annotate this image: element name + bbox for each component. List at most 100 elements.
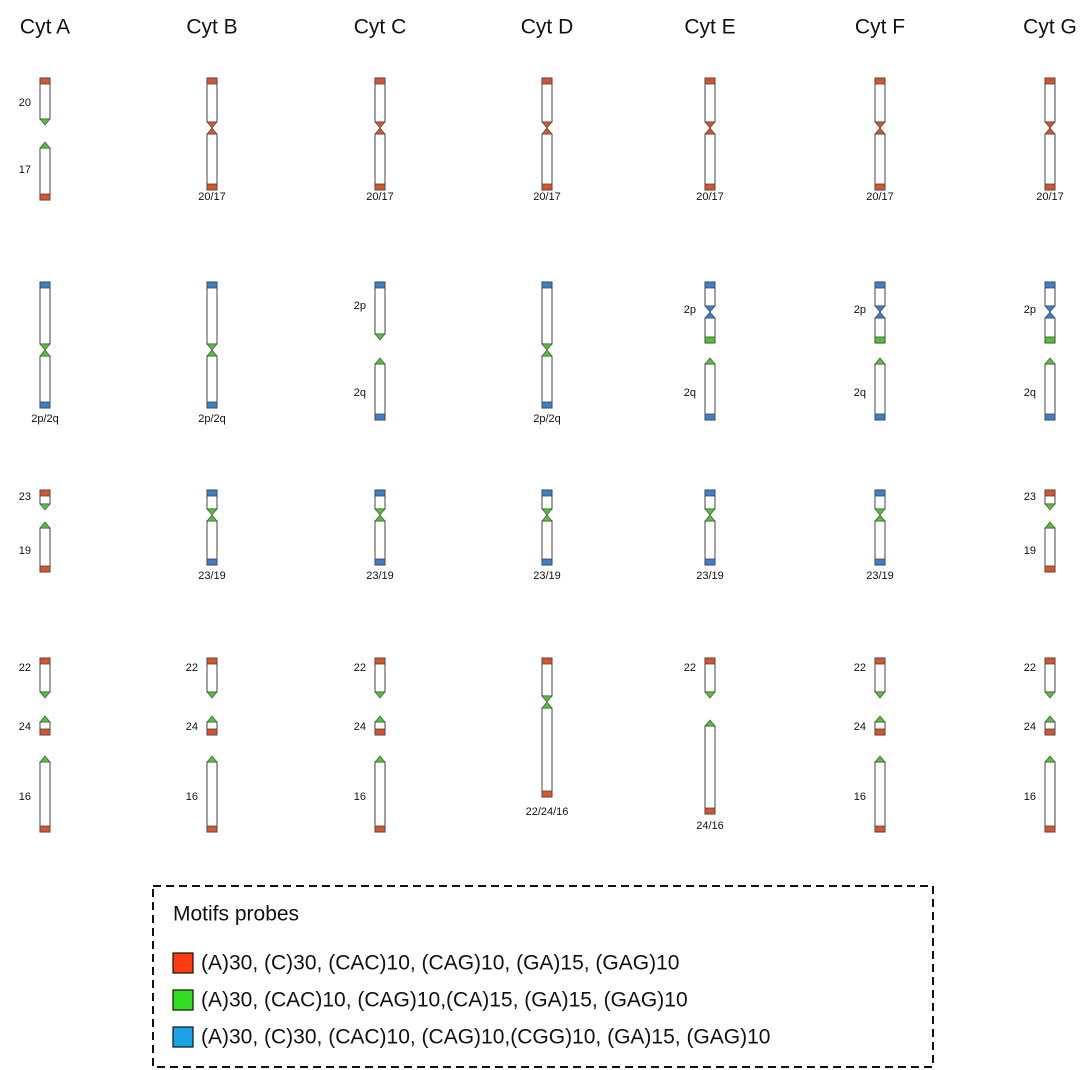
- chromosome-arm: [39, 281, 51, 345]
- centromere-signal: [541, 695, 553, 703]
- telomere-band: [541, 77, 553, 85]
- telomere-band: [374, 825, 386, 833]
- telomere-band: [874, 183, 886, 191]
- chromosome-arm: [541, 355, 553, 409]
- centromere-signal: [1044, 691, 1056, 699]
- chromosome-arm: [1044, 363, 1056, 421]
- chromosome-arm: [39, 147, 51, 201]
- chromosome-arm: [704, 725, 716, 815]
- column-header: Cyt C: [354, 16, 407, 39]
- chromosome-arm: [206, 520, 218, 566]
- centromere-signal: [206, 691, 218, 699]
- centromere-signal: [704, 311, 716, 319]
- column-header: Cyt G: [1023, 16, 1077, 39]
- telomere-band: [874, 657, 886, 665]
- chromosome-label: 22: [19, 662, 31, 674]
- telomere-band: [206, 401, 218, 409]
- centromere-signal: [704, 357, 716, 365]
- telomere-band: [1044, 728, 1056, 736]
- centromere-signal: [39, 343, 51, 351]
- centromere-signal: [874, 508, 886, 516]
- column-header: Cyt F: [855, 16, 905, 39]
- centromere-signal: [1044, 305, 1056, 313]
- chromosome-label: 2p: [1024, 304, 1036, 316]
- centromere-signal: [1044, 127, 1056, 135]
- centromere-signal: [541, 514, 553, 522]
- chromosome-arm: [374, 520, 386, 566]
- centromere-signal: [1044, 715, 1056, 723]
- centromere-signal: [541, 127, 553, 135]
- chromosome-label: 2p: [684, 304, 696, 316]
- centromere-signal: [39, 755, 51, 763]
- chromosome-arm: [206, 77, 218, 123]
- telomere-band: [704, 558, 716, 566]
- centromere-signal: [206, 715, 218, 723]
- chromosome-arm: [541, 707, 553, 798]
- chromosome-label: 20: [19, 97, 31, 109]
- chromosome-label: 2p: [354, 300, 366, 312]
- telomere-band: [374, 77, 386, 85]
- centromere-signal: [704, 719, 716, 727]
- legend-item: (A)30, (C)30, (CAC)10, (CAG)10,(CGG)10, …: [201, 1026, 770, 1049]
- chromosome-arm: [1044, 761, 1056, 833]
- chromosome-arm: [374, 281, 386, 335]
- centromere-signal: [39, 141, 51, 149]
- centromere-signal: [704, 305, 716, 313]
- telomere-band: [206, 281, 218, 289]
- chromosome-label: 22: [684, 662, 696, 674]
- telomere-band: [704, 807, 716, 815]
- telomere-band: [874, 825, 886, 833]
- chromosome-label: 24: [354, 721, 366, 733]
- chromosome-label: 23/19: [533, 570, 561, 582]
- chromosome-label: 2q: [684, 387, 696, 399]
- chromosome-arm: [374, 363, 386, 421]
- chromosome-label: 2p/2q: [198, 413, 226, 425]
- telomere-band: [874, 558, 886, 566]
- telomere-band: [541, 401, 553, 409]
- centromere-signal: [1044, 755, 1056, 763]
- telomere-band: [39, 193, 51, 201]
- chromosome-label: 2p/2q: [533, 413, 561, 425]
- centromere-signal: [374, 127, 386, 135]
- centromere-signal: [206, 508, 218, 516]
- centromere-signal: [874, 305, 886, 313]
- centromere-signal: [704, 508, 716, 516]
- chromosome-arm: [206, 761, 218, 833]
- column-header: Cyt B: [186, 16, 237, 39]
- telomere-band: [206, 558, 218, 566]
- chromosome-label: 16: [186, 791, 198, 803]
- chromosome-arm: [704, 77, 716, 123]
- centromere-signal: [374, 508, 386, 516]
- legend-swatch: [172, 989, 194, 1011]
- telomere-band: [39, 401, 51, 409]
- chromosome-arm: [374, 761, 386, 833]
- centromere-signal: [374, 357, 386, 365]
- chromosome-label: 24: [186, 721, 198, 733]
- chromosome-label: 24: [854, 721, 866, 733]
- centromere-signal: [206, 514, 218, 522]
- chromosome-label: 16: [354, 791, 366, 803]
- centromere-signal: [1044, 521, 1056, 529]
- telomere-band: [704, 77, 716, 85]
- chromosome-arm: [874, 77, 886, 123]
- chromosome-arm: [704, 363, 716, 421]
- telomere-band: [1044, 565, 1056, 573]
- centromere-signal: [541, 343, 553, 351]
- centromere-signal: [39, 521, 51, 529]
- telomere-band: [541, 281, 553, 289]
- telomere-band: [39, 77, 51, 85]
- centromere-signal: [874, 357, 886, 365]
- legend-item: (A)30, (C)30, (CAC)10, (CAG)10, (GA)15, …: [201, 952, 679, 975]
- chromosome-label: 23/19: [198, 570, 226, 582]
- centromere-signal: [374, 333, 386, 341]
- column-header: Cyt A: [20, 16, 70, 39]
- centromere-signal: [874, 121, 886, 129]
- centromere-signal: [874, 755, 886, 763]
- chromosome-label: 23: [19, 491, 31, 503]
- telomere-band: [541, 183, 553, 191]
- telomere-band: [374, 728, 386, 736]
- chromosome-label: 2q: [854, 387, 866, 399]
- legend-box: [152, 885, 934, 1068]
- centromere-signal: [206, 349, 218, 357]
- chromosome-label: 20/17: [366, 191, 394, 203]
